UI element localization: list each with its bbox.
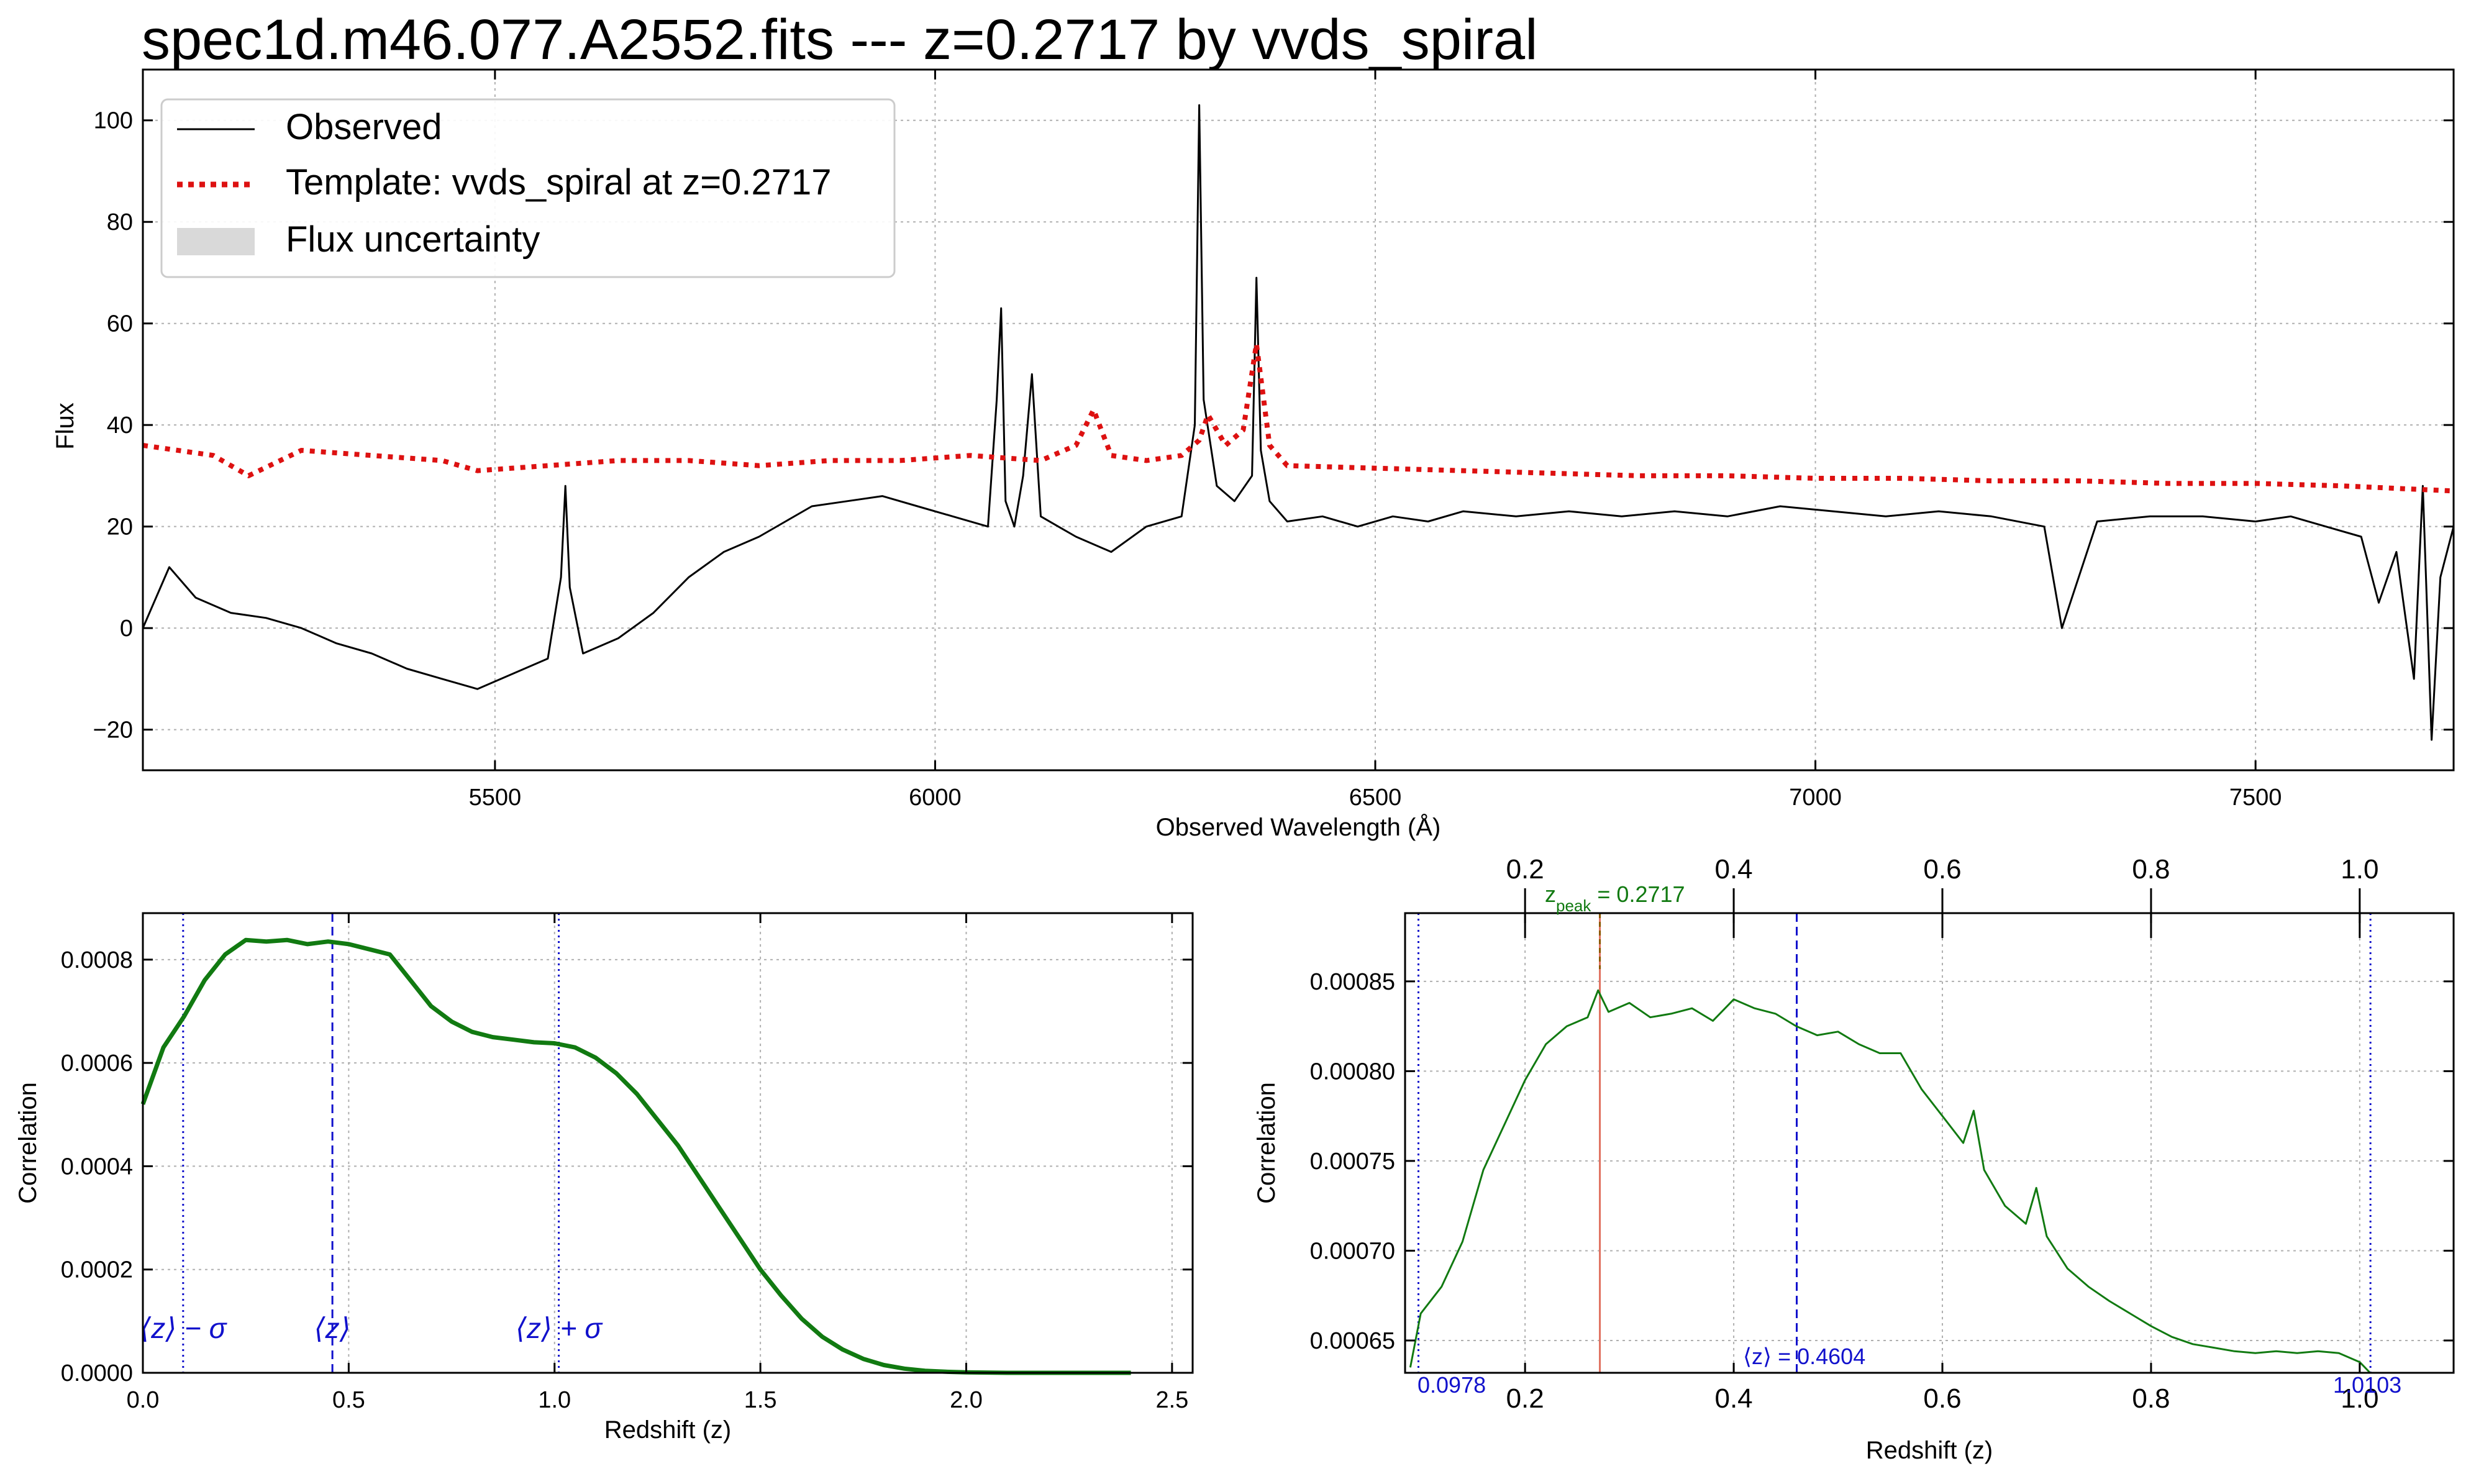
correlation-full-stat-lines: ⟨z⟩ − σ ⟨z⟩ ⟨z⟩ + σ: [140, 913, 603, 1373]
top-axis-tick-label: 0.8: [2132, 854, 2170, 885]
y-tick-label: 0.0006: [61, 1050, 133, 1077]
correlation-zoom-x-axis-label: Redshift (z): [1866, 1437, 1993, 1464]
peak-symbol: z: [1545, 881, 1556, 907]
correlation-zoom-plot-area: [1405, 913, 2454, 1373]
x-tick-label: 0.2: [1506, 1383, 1544, 1414]
correlation-zoom-grid: [1405, 913, 2454, 1373]
spectrum-legend: Observed Template: vvds_spiral at z=0.27…: [160, 98, 896, 278]
spectrum-panel: 5500 6000 6500 7000 7500 −20 0 20 40 60 80 100 Obse…: [52, 68, 2455, 841]
correlation-full-panel: ⟨z⟩ − σ ⟨z⟩ ⟨z⟩ + σ 0.0 0.5 1.0 1.5 2.0 2.5 0.00…: [14, 912, 1194, 1444]
y-tick-label: 60: [107, 311, 133, 337]
top-axis-tick-label: 0.4: [1714, 854, 1752, 885]
correlation-zoom-ticks: 0.2 0.4 0.6 0.8 1.0 0.00065 0.00070 0.00075 0.00…: [1310, 854, 2454, 1414]
spectrum-axes-frame: [142, 68, 2455, 772]
x-tick-label: 7000: [1789, 785, 1842, 811]
stat-vline-label: ⟨z⟩: [314, 1312, 351, 1344]
correlation-zoom-y-axis-label: Correlation: [1253, 1082, 1280, 1204]
y-tick-label: 0.0002: [61, 1257, 133, 1283]
correlation-zoom-axes-frame: [1404, 912, 2455, 1374]
correlation-zoom-stat-lines: [1417, 913, 2372, 1373]
correlation-full-x-axis-label: Redshift (z): [604, 1416, 732, 1444]
x-tick-label: 0.0: [127, 1387, 160, 1413]
x-tick-label: 1.5: [744, 1387, 777, 1413]
y-tick-label: 20: [107, 514, 133, 540]
template-line: [142, 341, 2454, 494]
legend-box: [160, 98, 896, 278]
x-tick-label: 0.6: [1923, 1383, 1961, 1414]
x-tick-label: 2.0: [950, 1387, 983, 1413]
spectrum-ticks: 5500 6000 6500 7000 7500 −20 0 20 40 60 80 100: [93, 70, 2454, 811]
y-tick-label: 0.00075: [1310, 1149, 1395, 1175]
top-axis-tick-label: 1.0: [2341, 854, 2378, 885]
figure-title: spec1d.m46.077.A2552.fits --- z=0.2717 b…: [142, 8, 1538, 71]
y-tick-label: 0.0008: [61, 947, 133, 973]
stat-vline-label: ⟨z⟩ − σ: [140, 1312, 227, 1344]
correlation-full-y-axis-label: Correlation: [14, 1082, 42, 1204]
x-tick-label: 5500: [469, 785, 522, 811]
lower-sigma-annotation: 0.0978: [1418, 1372, 1486, 1398]
y-tick-label: 0.00070: [1310, 1238, 1395, 1264]
observed-line: [142, 104, 2455, 741]
y-tick-label: 0.00080: [1310, 1058, 1395, 1085]
correlation-full-plot-area: [143, 913, 1193, 1373]
x-tick-label: 2.5: [1155, 1387, 1188, 1413]
peak-subscript: peak: [1556, 896, 1591, 915]
x-tick-label: 0.5: [332, 1387, 365, 1413]
y-tick-label: 0.0000: [61, 1360, 133, 1386]
y-tick-label: −20: [93, 717, 133, 744]
x-tick-label: 1.0: [538, 1387, 571, 1413]
y-tick-label: 40: [107, 412, 133, 439]
legend-uncertainty-swatch: [177, 228, 255, 255]
stat-vline-label: ⟨z⟩ + σ: [516, 1312, 603, 1344]
spectrum-x-axis-label: Observed Wavelength (Å): [1156, 813, 1441, 841]
y-tick-label: 0.00085: [1310, 969, 1395, 995]
correlation-full-axes-frame: [142, 912, 1194, 1374]
legend-observed-label: Observed: [286, 107, 442, 147]
correlation-full-ticks: 0.0 0.5 1.0 1.5 2.0 2.5 0.0000 0.0002 0.0004 0.00…: [61, 913, 1193, 1413]
correlation-line: [1409, 989, 2371, 1374]
correlation-zoom-annotations: zpeak = 0.2717 ⟨z⟩ = 0.4604 0.0978 1.010…: [1418, 881, 2401, 1398]
legend-template-label: Template: vvds_spiral at z=0.2717: [286, 162, 832, 203]
peak-redshift-annotation: zpeak = 0.2717: [1545, 881, 1685, 915]
spectrum-y-axis-label: Flux: [52, 403, 79, 450]
upper-sigma-annotation: 1.0103: [2333, 1372, 2401, 1398]
top-axis-tick-label: 0.2: [1506, 854, 1544, 885]
y-tick-label: 100: [94, 108, 133, 134]
y-tick-label: 80: [107, 209, 133, 235]
correlation-zoom-series: [1409, 989, 2371, 1374]
y-tick-label: 0: [120, 616, 133, 642]
x-tick-label: 6500: [1349, 785, 1402, 811]
correlation-zoom-panel: 0.2 0.4 0.6 0.8 1.0 0.00065 0.00070 0.00075 0.00…: [1253, 854, 2455, 1464]
x-tick-label: 0.4: [1714, 1383, 1752, 1414]
correlation-full-series: [140, 937, 1131, 1375]
y-tick-label: 0.00065: [1310, 1328, 1395, 1354]
x-tick-label: 7500: [2229, 785, 2282, 811]
mean-redshift-annotation: ⟨z⟩ = 0.4604: [1743, 1344, 1865, 1369]
x-tick-label: 6000: [909, 785, 962, 811]
legend-uncertainty-label: Flux uncertainty: [286, 219, 540, 260]
y-tick-label: 0.0004: [61, 1154, 133, 1180]
x-tick-label: 1.0: [2341, 1383, 2378, 1414]
x-tick-label: 0.8: [2132, 1383, 2170, 1414]
peak-value: = 0.2717: [1591, 881, 1685, 907]
correlation-line: [140, 937, 1131, 1375]
top-axis-tick-label: 0.6: [1923, 854, 1961, 885]
spectrum-series: [142, 104, 2455, 741]
